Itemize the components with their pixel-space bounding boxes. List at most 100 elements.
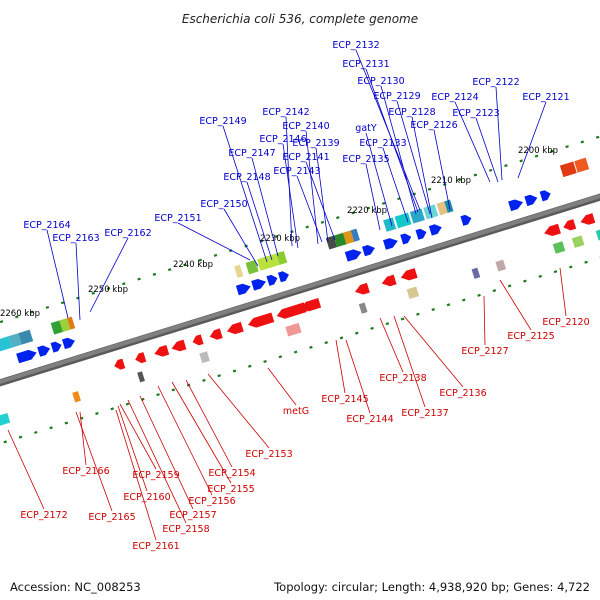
reverse-gene-arrow xyxy=(154,344,170,357)
map-title: Escherichia coli 536, complete genome xyxy=(182,12,418,26)
upper-gene-label: ECP_2124 xyxy=(431,92,478,103)
gene-box xyxy=(257,253,280,271)
gene-box xyxy=(18,329,34,345)
upper-gene-label: ECP_2139 xyxy=(292,138,339,149)
tick-dot xyxy=(137,277,141,281)
tick-label: 2240 kbp xyxy=(173,260,213,270)
tick-label: 2200 kbp xyxy=(518,146,558,156)
gene-features xyxy=(0,157,600,427)
tick-dot xyxy=(305,225,309,229)
leader-line xyxy=(185,379,233,468)
backbone-line xyxy=(0,194,600,384)
forward-gene-arrow xyxy=(266,274,278,286)
tick-dot xyxy=(91,291,95,295)
gene-box xyxy=(0,412,11,427)
leader-line xyxy=(315,147,329,243)
reverse-gene-arrow xyxy=(247,312,275,328)
gene-box xyxy=(325,235,337,250)
upper-gene-label: ECP_2121 xyxy=(522,92,569,103)
tick-dot xyxy=(202,378,206,382)
gene-box xyxy=(552,241,566,254)
upper-gene-label: ECP_2135 xyxy=(342,154,389,165)
tick-label: 2230 kbp xyxy=(260,234,300,244)
leader-line xyxy=(345,339,371,414)
leader-line xyxy=(207,373,270,449)
leader-line xyxy=(454,101,491,183)
leader-line xyxy=(393,315,426,408)
gene-box xyxy=(358,302,368,314)
leader-line xyxy=(89,237,129,313)
gene-box xyxy=(409,208,425,224)
forward-gene-arrow xyxy=(400,233,412,245)
upper-gene-label: ECP_2149 xyxy=(199,116,246,127)
tick-dot xyxy=(183,263,187,267)
upper-gene-label: ECP_2141 xyxy=(282,152,329,163)
leader-line xyxy=(296,175,323,243)
gene-box xyxy=(245,259,259,275)
forward-gene-arrow xyxy=(235,283,251,296)
leader-line xyxy=(139,395,194,510)
lower-gene-label: ECP_2159 xyxy=(132,470,179,481)
tick-dot xyxy=(519,159,523,163)
tick-dot xyxy=(355,331,359,335)
leader-line xyxy=(379,317,404,373)
lower-gene-label: ECP_2158 xyxy=(162,524,209,535)
upper-gene-label: ECP_2151 xyxy=(154,213,201,224)
tick-dot xyxy=(110,407,114,411)
leader-line xyxy=(411,116,433,219)
tick-dot xyxy=(274,235,279,239)
reverse-gene-arrow xyxy=(544,223,561,237)
reverse-gene-arrow xyxy=(135,352,147,364)
tick-dot xyxy=(370,326,374,330)
tick-dot xyxy=(309,345,313,349)
tick-dot xyxy=(595,135,600,139)
lower-gene-label: ECP_2155 xyxy=(207,484,254,495)
upper-gene-label: ECP_2122 xyxy=(472,77,519,88)
leader-line xyxy=(365,163,381,231)
leader-line xyxy=(433,129,451,211)
topology-text: Topology: circular; Length: 4,938,920 bp… xyxy=(274,580,590,594)
gene-box xyxy=(595,227,600,241)
tick-dot xyxy=(152,272,157,276)
tick-dot xyxy=(122,282,126,286)
leader-line xyxy=(119,403,157,470)
tick-dot xyxy=(565,145,569,149)
upper-gene-label: ECP_2164 xyxy=(23,220,70,231)
upper-gene-label: ECP_2130 xyxy=(357,76,404,87)
gene-labels: ECP_2132 ECP_2131 ECP_2130 ECP_2129 ECP_2122… xyxy=(20,40,589,552)
lower-gene-label: ECP_2153 xyxy=(245,449,292,460)
leader-line xyxy=(177,222,251,261)
lower-gene-label: ECP_2156 xyxy=(188,496,235,507)
lower-gene-label: ECP_2127 xyxy=(461,346,508,357)
lower-gene-label: ECP_2136 xyxy=(439,388,486,399)
leader-line xyxy=(559,267,567,317)
forward-gene-arrow xyxy=(361,244,375,257)
tick-dot xyxy=(580,140,585,144)
leader-line xyxy=(335,339,346,394)
forward-gene-arrow xyxy=(415,228,427,240)
tick-dot xyxy=(156,393,160,397)
gene-box xyxy=(234,264,244,278)
tick-dot xyxy=(30,310,34,314)
leader-line xyxy=(75,242,81,321)
tick-dot xyxy=(381,201,386,205)
tick-dot xyxy=(477,293,481,297)
upper-gene-label: ECP_2131 xyxy=(342,59,389,70)
forward-gene-arrow xyxy=(251,278,267,291)
forward-gene-arrow xyxy=(277,271,289,283)
gene-box xyxy=(495,259,507,272)
forward-gene-arrow xyxy=(539,190,551,202)
reverse-gene-arrow xyxy=(226,321,244,335)
tick-dot xyxy=(550,149,554,153)
leader-line xyxy=(285,116,293,247)
reverse-gene-arrow xyxy=(354,282,370,295)
gene-box xyxy=(383,217,397,232)
upper-gene-label: ECP_2147 xyxy=(228,148,275,159)
gene-box xyxy=(285,322,302,337)
tick-dot xyxy=(534,154,539,158)
upper-gene-label: ECP_2140 xyxy=(282,121,329,132)
leader-line xyxy=(117,405,148,492)
lower-gene-label: ECP_2138 xyxy=(379,373,426,384)
tick-dot xyxy=(473,173,478,177)
leader-line xyxy=(127,399,187,524)
